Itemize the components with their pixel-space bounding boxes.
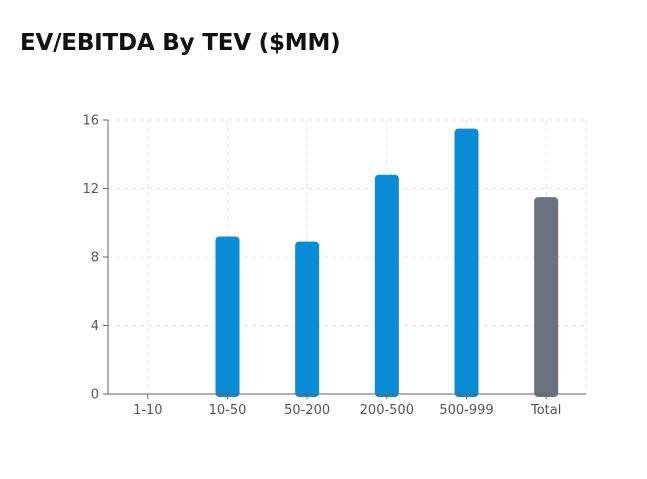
bar-500-999 bbox=[454, 128, 479, 397]
x-tick-label: 200-500 bbox=[360, 403, 414, 418]
y-tick-label: 8 bbox=[91, 251, 99, 266]
bar-10-50 bbox=[215, 236, 240, 397]
chart-title: EV/EBITDA By TEV ($MM) bbox=[20, 30, 341, 56]
y-tick-label: 16 bbox=[82, 114, 99, 129]
x-tick-label: 50-200 bbox=[284, 403, 330, 418]
bar-total bbox=[534, 197, 559, 397]
x-tick-label: 500-999 bbox=[439, 403, 493, 418]
y-tick-label: 12 bbox=[82, 182, 99, 197]
bar-50-200 bbox=[295, 241, 320, 397]
x-tick-label: 1-10 bbox=[133, 403, 163, 418]
y-tick-label: 0 bbox=[91, 388, 99, 403]
y-tick-label: 4 bbox=[91, 319, 99, 334]
x-tick-label: Total bbox=[530, 403, 561, 418]
bar-200-500 bbox=[374, 174, 399, 397]
x-tick-label: 10-50 bbox=[209, 403, 247, 418]
